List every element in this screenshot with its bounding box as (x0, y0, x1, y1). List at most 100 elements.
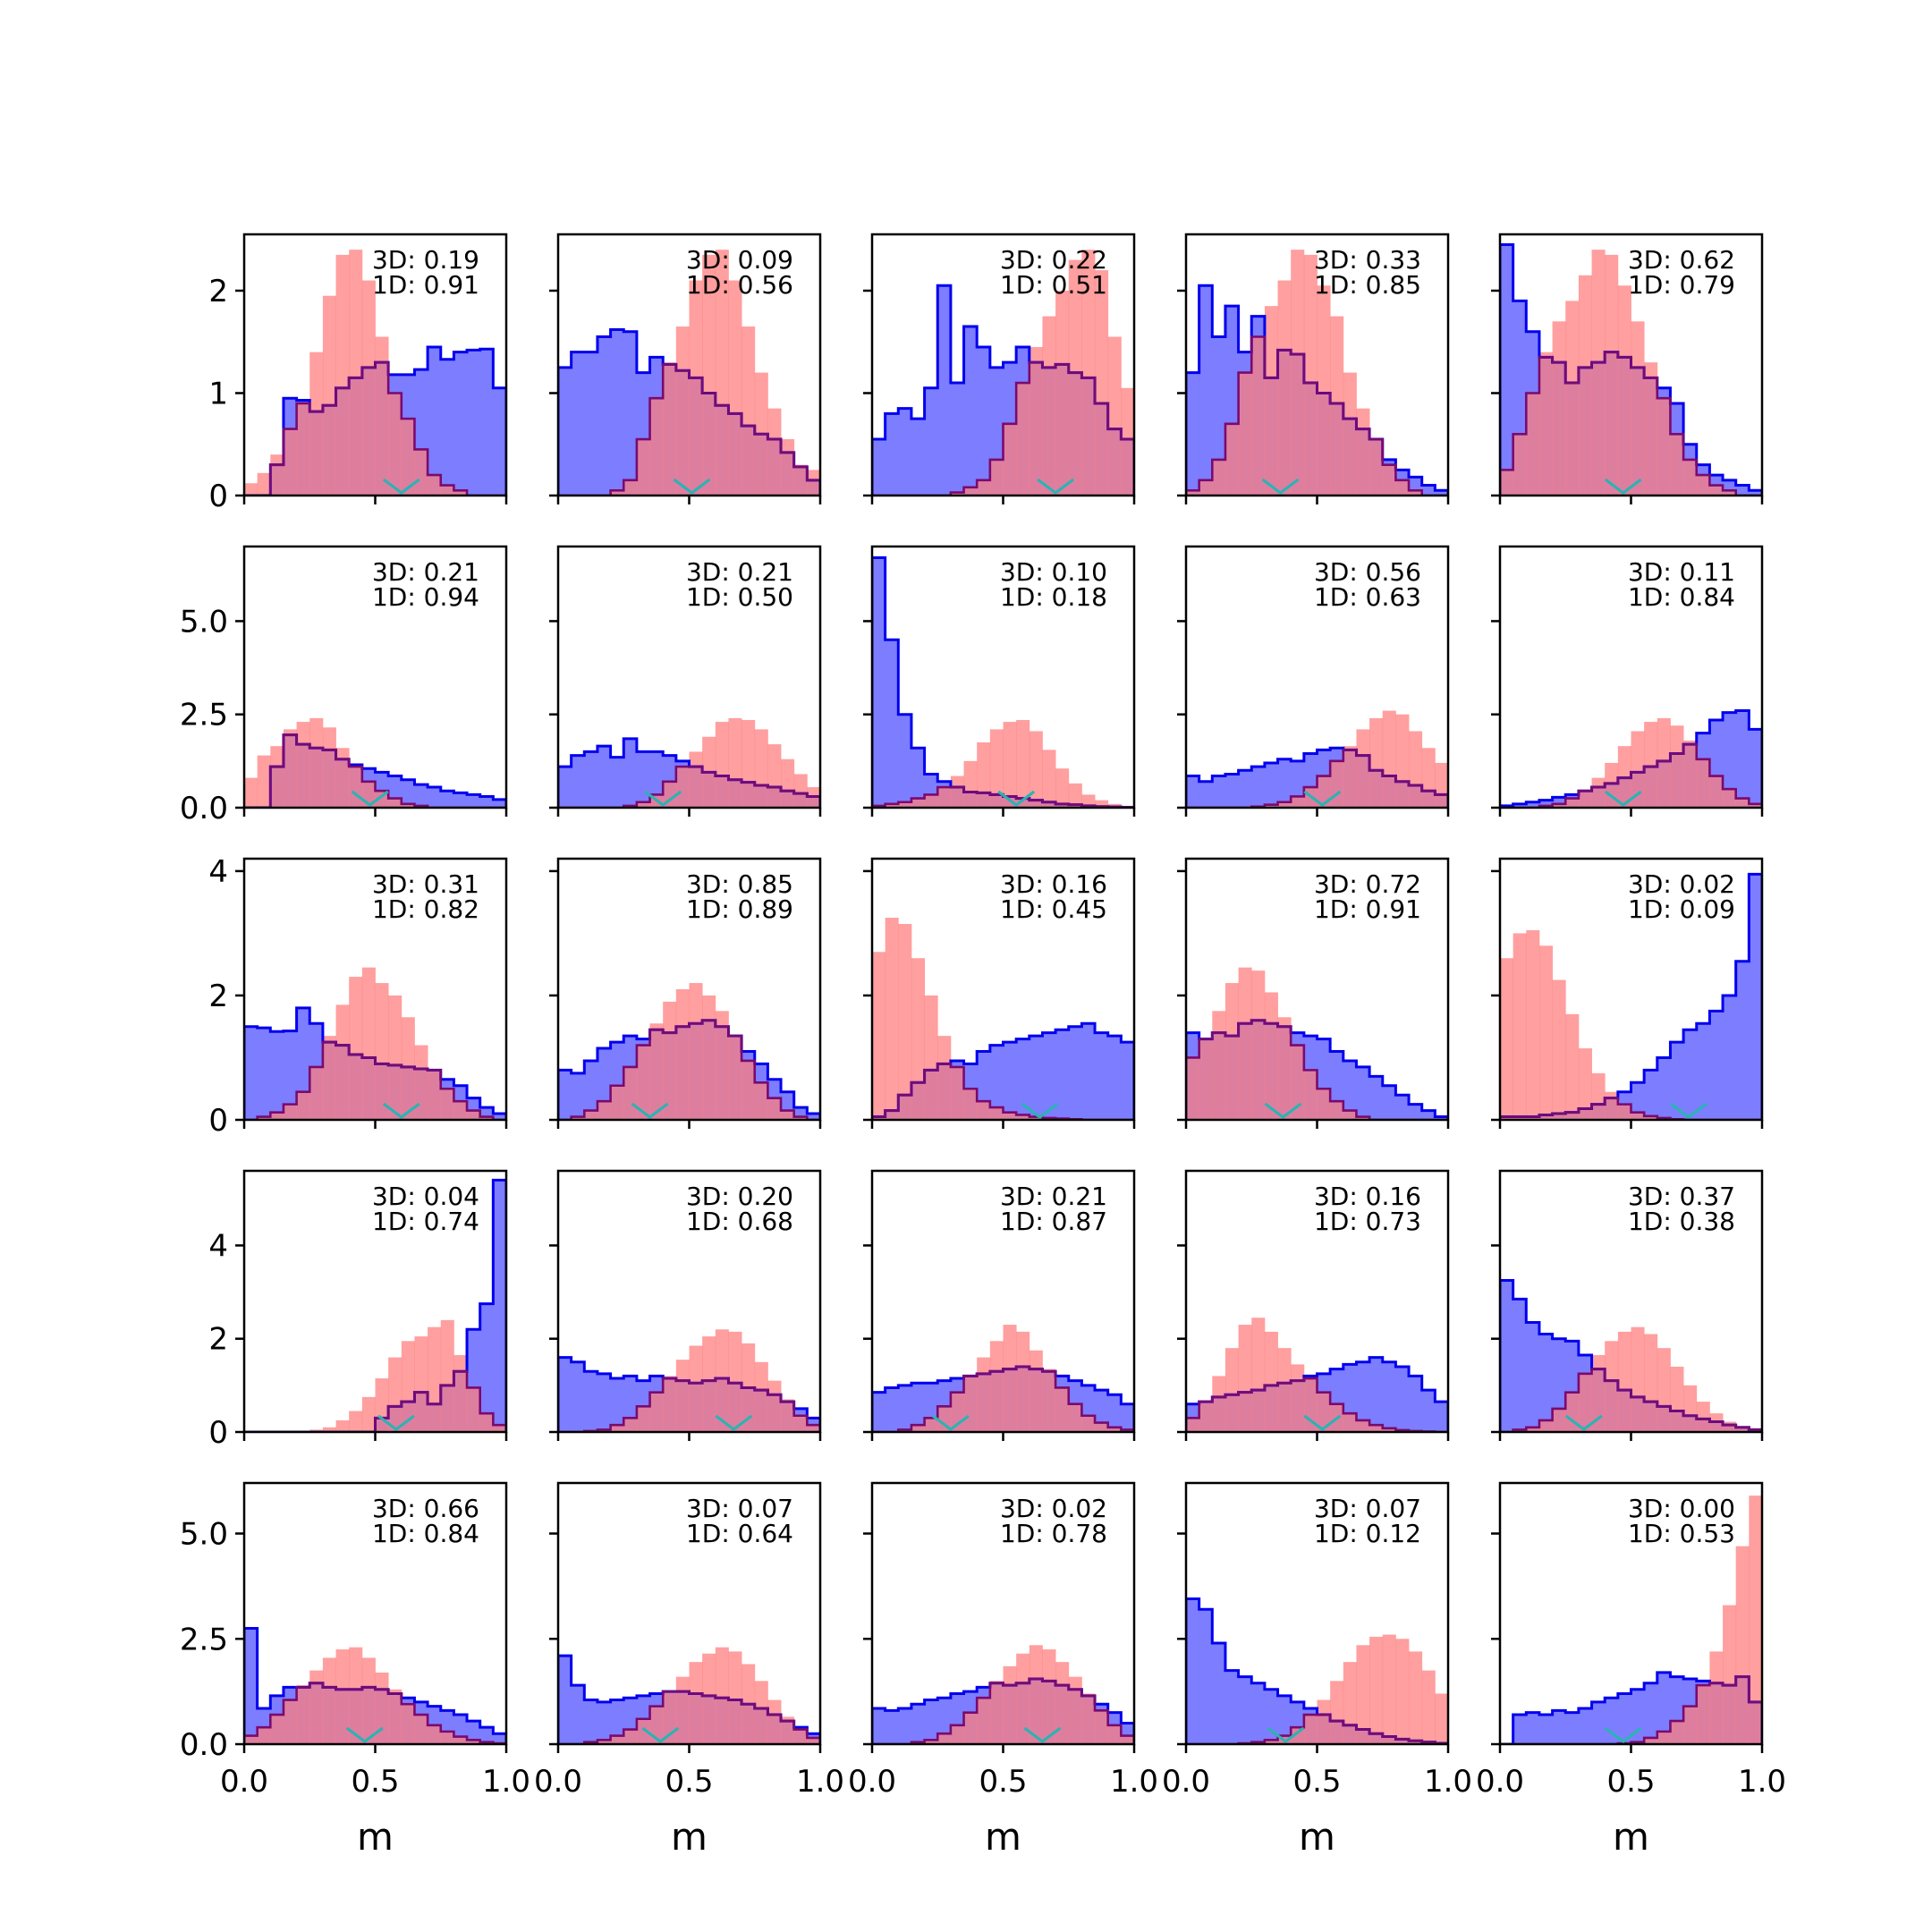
annotation-3d: 3D: 0.04 (372, 1182, 479, 1211)
y-tick-label: 2.5 (180, 1622, 228, 1657)
red-bar (322, 727, 336, 808)
blue-bar (493, 799, 506, 808)
annotation-1d: 1D: 0.89 (686, 894, 793, 924)
blue-bar (453, 792, 468, 808)
annotation-3d: 3D: 0.62 (1628, 245, 1735, 275)
blue-bar (584, 1060, 598, 1120)
red-bar (1723, 789, 1737, 808)
red-bar (610, 1085, 624, 1120)
red-bar (1670, 725, 1684, 808)
blue-bar (963, 326, 978, 496)
red-bar (1330, 1101, 1344, 1120)
plot-area (872, 1325, 1134, 1432)
red-bar (1565, 1013, 1580, 1120)
marker-v (377, 1414, 415, 1431)
plot-area (1500, 709, 1762, 808)
red-bar (610, 1735, 624, 1744)
blue-bar (1199, 285, 1213, 496)
red-bar (1409, 1651, 1423, 1744)
red-bar (1264, 804, 1278, 808)
red-bar (1644, 1334, 1658, 1432)
red-bar (1538, 352, 1553, 496)
red-bar (1081, 250, 1096, 496)
blue-bar (1500, 244, 1514, 496)
overlap-step-outline (558, 1690, 820, 1744)
blue-bar (1016, 1038, 1030, 1120)
red-bar (1382, 1428, 1396, 1432)
blue-bar (950, 383, 964, 496)
red-bar (322, 1427, 336, 1432)
red-bar (728, 1651, 742, 1744)
red-bar (793, 1116, 808, 1120)
red-bar (1500, 470, 1514, 496)
red-bar (1330, 760, 1344, 808)
red-bar (296, 1091, 310, 1120)
red-bar (754, 1681, 768, 1744)
red-bar (428, 1724, 442, 1744)
red-bar (663, 1376, 677, 1432)
red-bar (1068, 1403, 1082, 1432)
blue-bar (610, 329, 624, 496)
red-bar (689, 983, 703, 1120)
red-bar (1709, 1651, 1724, 1744)
red-bar (1016, 383, 1030, 496)
marker-v (1670, 1102, 1707, 1119)
red-bar (1735, 798, 1750, 808)
red-bar (453, 1354, 468, 1432)
red-bar (335, 1419, 350, 1432)
red-bar (663, 362, 677, 496)
red-bar (924, 1418, 938, 1432)
y-tick-label: 2 (208, 274, 228, 309)
plot-area (1500, 1496, 1762, 1744)
blue-bar (1749, 490, 1762, 496)
blue-bar (885, 413, 899, 496)
blue-bar (571, 1072, 585, 1120)
red-bar (715, 1647, 729, 1744)
annotation-3d: 3D: 0.85 (686, 869, 793, 899)
red-bar (1016, 1653, 1030, 1744)
red-bar (335, 1649, 350, 1744)
overlap-step-outline (244, 1040, 506, 1120)
blue-bar (1644, 1682, 1658, 1744)
annotation-3d: 3D: 0.31 (372, 869, 479, 899)
y-tick-label: 4 (208, 854, 228, 890)
annotation-1d: 1D: 0.91 (1314, 894, 1421, 924)
annotation-3d: 3D: 0.20 (686, 1182, 793, 1211)
red-bar (1696, 758, 1710, 808)
red-bar (1409, 490, 1423, 496)
x-tick-label: 0.5 (1606, 1764, 1655, 1800)
red-bar (1095, 800, 1109, 808)
red-bar (1657, 398, 1671, 496)
red-bar (741, 1060, 756, 1120)
red-bar (1343, 746, 1357, 808)
red-bar (349, 250, 363, 496)
red-bar (1029, 1350, 1043, 1432)
red-bar (1356, 1419, 1370, 1432)
blue-bar (1042, 1032, 1056, 1120)
annotation-1d: 1D: 0.79 (1628, 270, 1735, 300)
red-bar (1343, 1413, 1357, 1432)
blue-bar (1723, 712, 1737, 808)
blue-bar (1552, 797, 1566, 808)
blue-bar (1186, 775, 1200, 808)
annotation-1d: 1D: 0.91 (372, 270, 479, 300)
red-bar (623, 1729, 638, 1744)
red-bar (675, 326, 690, 496)
blue-bar (885, 640, 899, 808)
red-bar (283, 1699, 297, 1744)
blue-bar (1435, 1402, 1448, 1432)
red-bar (1029, 731, 1043, 808)
blue-bar (584, 751, 598, 808)
red-bar (989, 1107, 1004, 1120)
red-bar (257, 472, 271, 496)
red-bar (636, 1045, 650, 1120)
blue-bar (584, 1699, 598, 1744)
blue-bar (1421, 1110, 1436, 1120)
marker-v (931, 1414, 970, 1431)
red-bar (322, 1657, 336, 1744)
overlap-step-outline (1500, 1097, 1762, 1120)
